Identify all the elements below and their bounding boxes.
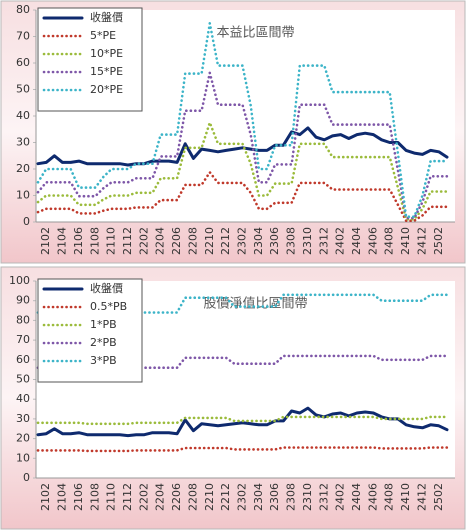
x-tick-label: 2104 <box>56 227 69 255</box>
legend-label: 0.5*PB <box>90 300 127 313</box>
x-tick-label: 2308 <box>285 227 298 255</box>
series-line <box>36 71 449 220</box>
x-tick-label: 2212 <box>219 227 232 255</box>
series-line <box>36 406 449 438</box>
x-tick-label: 2302 <box>236 227 249 255</box>
series-line <box>36 415 449 426</box>
x-tick-label: 2110 <box>105 483 118 511</box>
y-tick-label: 10 <box>16 451 30 464</box>
x-tick-label: 2108 <box>88 483 101 511</box>
x-tick-label: 2306 <box>268 227 281 255</box>
y-tick-label: 20 <box>16 432 30 445</box>
y-tick-label: 60 <box>16 56 30 69</box>
y-tick-label: 40 <box>16 109 30 122</box>
x-tick-label: 2112 <box>121 227 134 255</box>
legend-label: 收盤價 <box>90 10 123 24</box>
legend-label: 收盤價 <box>90 281 123 295</box>
x-tick-label: 2408 <box>383 227 396 255</box>
x-tick-label: 2406 <box>366 483 379 511</box>
x-tick-label: 2412 <box>415 227 428 255</box>
x-tick-label: 2208 <box>186 483 199 511</box>
x-tick-label: 2410 <box>399 227 412 255</box>
y-tick-label: 80 <box>16 3 30 16</box>
x-tick-label: 2206 <box>170 227 183 255</box>
y-tick-label: 50 <box>16 83 30 96</box>
y-tick-label: 0 <box>23 215 30 228</box>
x-tick-label: 2212 <box>219 483 232 511</box>
x-tick-label: 2304 <box>252 483 265 511</box>
legend-box <box>37 278 143 383</box>
series-line <box>36 126 449 167</box>
x-tick-label: 2502 <box>432 483 445 511</box>
x-tick-label: 2204 <box>154 227 167 255</box>
x-tick-label: 2110 <box>105 227 118 255</box>
x-tick-label: 2404 <box>350 483 363 511</box>
x-tick-label: 2204 <box>154 483 167 511</box>
x-tick-label: 2410 <box>399 483 412 511</box>
x-tick-label: 2202 <box>137 227 150 255</box>
y-tick-label: 50 <box>16 373 30 386</box>
chart-title: 本益比區間帶 <box>216 26 294 41</box>
legend-label: 15*PE <box>90 65 123 78</box>
y-tick-label: 30 <box>16 412 30 425</box>
x-tick-label: 2404 <box>350 227 363 255</box>
x-tick-label: 2112 <box>121 483 134 511</box>
y-tick-label: 70 <box>16 333 30 346</box>
series-line <box>36 22 449 218</box>
x-tick-label: 2310 <box>301 483 314 511</box>
legend-label: 20*PE <box>90 83 123 96</box>
legend-box <box>37 7 143 112</box>
x-tick-label: 2312 <box>317 483 330 511</box>
y-tick-label: 100 <box>9 274 30 287</box>
y-tick-label: 0 <box>23 471 30 484</box>
legend-label: 1*PB <box>90 318 117 331</box>
legend-label: 2*PB <box>90 336 117 349</box>
x-tick-label: 2306 <box>268 483 281 511</box>
series-line <box>36 171 449 222</box>
y-tick-label: 40 <box>16 392 30 405</box>
x-tick-label: 2202 <box>137 483 150 511</box>
x-tick-label: 2108 <box>88 227 101 255</box>
y-tick-label: 30 <box>16 136 30 149</box>
x-tick-label: 2106 <box>72 483 85 511</box>
y-tick-label: 10 <box>16 189 30 202</box>
x-tick-label: 2106 <box>72 227 85 255</box>
y-tick-label: 20 <box>16 162 30 175</box>
y-tick-label: 60 <box>16 353 30 366</box>
y-tick-label: 70 <box>16 30 30 43</box>
x-tick-label: 2412 <box>415 483 428 511</box>
x-tick-label: 2210 <box>203 483 216 511</box>
x-tick-label: 2402 <box>334 227 347 255</box>
x-tick-label: 2406 <box>366 227 379 255</box>
x-tick-label: 2304 <box>252 227 265 255</box>
legend-label: 10*PE <box>90 47 123 60</box>
series-line <box>36 446 449 453</box>
series-line <box>36 121 449 221</box>
x-tick-label: 2310 <box>301 227 314 255</box>
x-tick-label: 2502 <box>432 227 445 255</box>
x-tick-label: 2210 <box>203 227 216 255</box>
x-tick-label: 2312 <box>317 227 330 255</box>
y-tick-label: 80 <box>16 313 30 326</box>
legend-label: 3*PB <box>90 354 117 367</box>
x-tick-label: 2102 <box>39 483 52 511</box>
y-tick-label: 90 <box>16 294 30 307</box>
chart-title: 股價淨值比區間帶 <box>203 296 307 312</box>
x-tick-label: 2102 <box>39 227 52 255</box>
x-tick-label: 2408 <box>383 483 396 511</box>
x-tick-label: 2302 <box>236 483 249 511</box>
x-tick-label: 2104 <box>56 483 69 511</box>
x-tick-label: 2206 <box>170 483 183 511</box>
x-tick-label: 2308 <box>285 483 298 511</box>
x-tick-label: 2402 <box>334 483 347 511</box>
x-tick-label: 2208 <box>186 227 199 255</box>
legend-label: 5*PE <box>90 29 116 42</box>
